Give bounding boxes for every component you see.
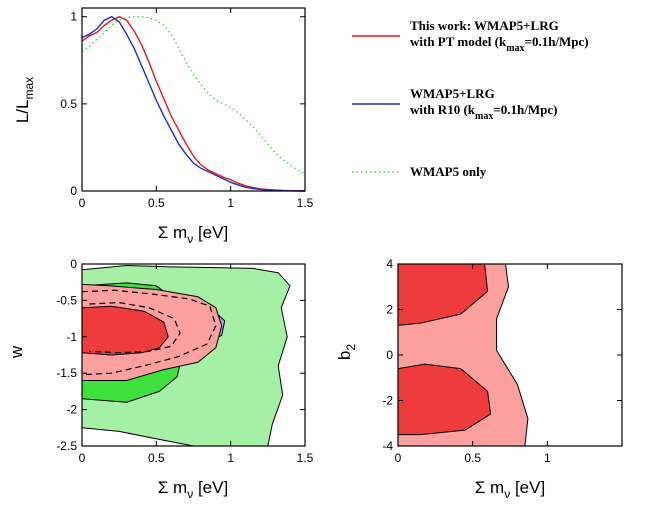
likelihood-y-label-sub: max (22, 77, 36, 100)
likelihood-curves (81, 15, 306, 192)
legend-label-this-work: This work: WMAP5+LRG (410, 18, 559, 33)
legend-this-work-line2a: with PT model (k (410, 34, 507, 49)
series-line-wmap5-lrg-with-r10-k-max-0-1h-mpc (81, 15, 305, 192)
w-ytick-label: -1 (66, 330, 77, 344)
contour-region-this-work-1-upper (398, 264, 489, 326)
legend-this-work-line1: This work: WMAP5+LRG (410, 18, 559, 33)
legend-this-work-sub: max (506, 43, 524, 54)
legend-label-r10: WMAP5+LRG (410, 86, 495, 101)
w-contour-regions (82, 265, 291, 446)
b2-x-label-sigma: Σ m (475, 478, 504, 497)
w-x-label-unit: [eV] (193, 478, 228, 497)
contour-region-this-work-1-lower (398, 363, 492, 436)
legend-this-work-line2b: =0.1h/Mpc) (525, 34, 589, 49)
legend-r10-sub: max (475, 111, 493, 122)
b2-xtick-label: 1 (544, 451, 551, 465)
legend-label-r10-2: with R10 (kmax=0.1h/Mpc) (410, 102, 557, 122)
b2-ytick-label: 2 (386, 303, 393, 317)
likelihood-ytick-label: 0 (70, 184, 77, 198)
w-contour-layer (82, 265, 291, 446)
legend-label-this-work-2: with PT model (kmax=0.1h/Mpc) (410, 34, 589, 54)
contour-region-this-work-1 (82, 305, 169, 356)
likelihood-panel: 0 0.5 1 1.5 0 0.5 1 L/Lmax Σ mν [eV] (13, 7, 314, 246)
w-xtick-label: 1.5 (297, 451, 314, 465)
likelihood-x-label-nu: ν (187, 232, 193, 246)
b2-ticks: 0 0.5 1 4 2 0 -2 -4 (382, 257, 622, 465)
dashed-contour-2 (89, 301, 181, 354)
b2-y-axis-label: b2 (335, 344, 358, 360)
b2-xtick-label: 0 (395, 451, 402, 465)
legend: This work: WMAP5+LRG with PT model (kmax… (352, 18, 589, 179)
w-ytick-label: -2 (66, 403, 77, 417)
series-line-this-work-wmap5-lrg-with-pt-model-k-max-0-1h-mpc (81, 15, 306, 192)
likelihood-xtick-label: 1.5 (297, 196, 314, 210)
w-y-axis-label: w (7, 345, 26, 359)
w-x-label-sigma: Σ m (158, 478, 187, 497)
w-ticks: 0 0.5 1 1.5 0 -0.5 -1 -1.5 -2 -2.5 (56, 257, 313, 465)
likelihood-x-label-sigma: Σ m (158, 223, 187, 242)
likelihood-x-label-unit: [eV] (193, 223, 228, 242)
legend-label-wmap5: WMAP5 only (410, 164, 487, 179)
b2-ytick-label: -2 (382, 394, 393, 408)
dashed-contour-1 (82, 289, 217, 376)
likelihood-xtick-label: 1 (227, 196, 234, 210)
likelihood-ytick-label: 0.5 (60, 97, 77, 111)
w-xtick-label: 0 (79, 451, 86, 465)
legend-item-r10: WMAP5+LRG with R10 (kmax=0.1h/Mpc) (352, 86, 557, 122)
b2-x-axis-label: Σ mν [eV] (475, 478, 545, 501)
w-ytick-label: -0.5 (56, 293, 77, 307)
b2-x-label-unit: [eV] (510, 478, 545, 497)
b2-ytick-label: -4 (382, 439, 393, 453)
likelihood-y-axis-label: L/Lmax (13, 77, 36, 123)
b2-ytick-label: 4 (386, 257, 393, 271)
legend-item-wmap5: WMAP5 only (352, 164, 487, 179)
legend-wmap5-line1: WMAP5 only (410, 164, 487, 179)
w-ytick-label: -2.5 (56, 439, 77, 453)
b2-y-label-main: b (335, 351, 354, 360)
b2-contour-regions (398, 264, 529, 446)
legend-r10-line1: WMAP5+LRG (410, 86, 495, 101)
likelihood-y-label-main: L/L (13, 100, 32, 124)
legend-item-this-work: This work: WMAP5+LRG with PT model (kmax… (352, 18, 589, 54)
w-ytick-label: 0 (70, 257, 77, 271)
legend-r10-line2a: with R10 (k (410, 102, 476, 117)
likelihood-x-axis-label: Σ mν [eV] (158, 223, 228, 246)
w-contour-panel: 0 0.5 1 1.5 0 -0.5 -1 -1.5 -2 -2.5 w Σ mν [eV] (7, 257, 314, 501)
legend-r10-line2b: =0.1h/Mpc) (493, 102, 557, 117)
b2-contour-layer (398, 264, 529, 446)
likelihood-xtick-label: 0 (79, 196, 86, 210)
w-x-axis-label: Σ mν [eV] (158, 478, 228, 501)
w-x-label-nu: ν (187, 487, 193, 501)
likelihood-axes-frame (81, 7, 306, 192)
b2-y-label-sub: 2 (344, 344, 358, 351)
w-xtick-label: 1 (227, 451, 234, 465)
w-ytick-label: -1.5 (56, 366, 77, 380)
series-line-wmap5-only (81, 16, 306, 175)
b2-xtick-label: 0.5 (464, 451, 481, 465)
likelihood-ticks: 0 0.5 1 1.5 0 0.5 1 (60, 8, 314, 210)
likelihood-xtick-label: 0.5 (148, 196, 165, 210)
likelihood-ytick-label: 1 (70, 10, 77, 24)
b2-ytick-label: 0 (386, 348, 393, 362)
w-xtick-label: 0.5 (148, 451, 165, 465)
w-axes-frame (81, 263, 306, 447)
b2-x-label-nu: ν (504, 487, 510, 501)
